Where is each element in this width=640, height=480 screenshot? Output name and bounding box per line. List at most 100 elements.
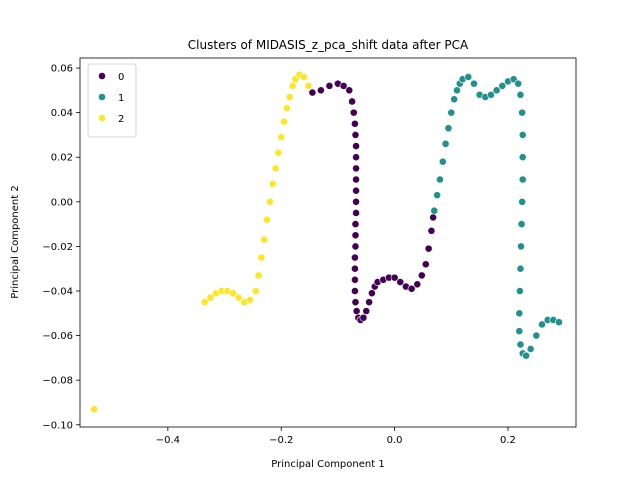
data-point-series-0-45 <box>429 213 438 222</box>
data-point-series-0-36 <box>390 273 399 282</box>
legend: 0 1 2 <box>87 63 137 138</box>
data-point-series-1-32 <box>515 327 524 336</box>
x-axis: −0.4 −0.2 0.0 0.2 <box>156 427 516 446</box>
data-point-series-0-44 <box>427 226 436 235</box>
data-point-series-1-16 <box>492 86 501 95</box>
data-point-series-2-16 <box>268 180 277 188</box>
y-axis-label: Principal Component 2 <box>10 185 21 298</box>
data-point-series-0-24 <box>351 298 360 307</box>
data-point-series-0-37 <box>396 278 405 286</box>
legend-marker-0 <box>98 72 106 80</box>
data-point-series-0-5 <box>345 86 354 95</box>
data-point-series-0-25 <box>352 307 361 315</box>
data-point-series-1-5 <box>444 124 453 133</box>
y-tick-label: −0.02 <box>42 242 73 253</box>
y-tick-label: −0.10 <box>42 420 73 431</box>
data-point-series-0-13 <box>352 175 360 184</box>
data-point-series-1-26 <box>518 197 527 206</box>
data-point-series-0-15 <box>352 197 360 206</box>
data-point-series-0-14 <box>352 186 360 195</box>
data-point-series-0-16 <box>352 209 360 217</box>
data-point-series-2-10 <box>251 287 260 295</box>
legend-marker-1 <box>98 93 106 101</box>
data-point-series-0-43 <box>424 244 433 253</box>
data-point-series-0-39 <box>407 284 416 293</box>
data-point-series-2-12 <box>257 253 266 262</box>
data-point-series-2-18 <box>274 148 283 157</box>
data-point-series-2-14 <box>263 215 271 224</box>
legend-label-2: 2 <box>118 114 124 125</box>
data-point-series-0-0 <box>308 88 317 97</box>
data-point-series-1-0 <box>430 206 439 215</box>
data-point-series-0-40 <box>413 280 422 289</box>
data-point-series-0-7 <box>349 108 358 117</box>
data-point-series-0-29 <box>362 307 371 315</box>
data-point-series-0-22 <box>351 275 359 284</box>
data-point-series-2-27 <box>304 81 313 90</box>
y-tick-label: 0.00 <box>51 197 73 208</box>
data-point-series-0-23 <box>351 287 359 295</box>
data-point-series-1-1 <box>433 191 442 200</box>
data-point-series-1-8 <box>453 86 461 95</box>
data-point-series-2-21 <box>282 104 291 113</box>
data-point-series-1-23 <box>518 131 527 139</box>
data-point-series-0-6 <box>348 97 356 106</box>
x-axis-label: Principal Component 1 <box>271 459 384 470</box>
data-point-series-2-0 <box>90 405 99 414</box>
data-point-series-0-31 <box>368 289 376 298</box>
y-tick-label: 0.06 <box>51 64 73 75</box>
data-point-series-2-2 <box>206 293 215 302</box>
data-point-series-1-36 <box>526 345 535 353</box>
data-point-series-0-20 <box>351 253 359 262</box>
data-point-series-1-22 <box>518 108 527 117</box>
data-point-series-2-7 <box>234 293 243 302</box>
data-point-series-2-20 <box>280 117 288 126</box>
data-point-series-1-41 <box>555 318 563 327</box>
data-point-series-0-18 <box>351 231 360 240</box>
x-tick-label: −0.2 <box>269 435 293 446</box>
data-point-series-2-19 <box>277 133 286 142</box>
data-point-series-1-6 <box>447 108 456 117</box>
data-point-series-0-10 <box>352 142 360 150</box>
legend-label-1: 1 <box>118 93 124 104</box>
data-point-series-0-1 <box>317 86 325 95</box>
data-point-series-2-23 <box>288 81 297 90</box>
data-point-series-0-30 <box>365 298 373 307</box>
y-tick-label: 0.02 <box>51 153 73 164</box>
data-point-series-1-31 <box>515 309 524 318</box>
y-tick-label: −0.04 <box>42 286 73 297</box>
data-point-series-1-29 <box>516 264 525 273</box>
x-tick-label: 0.0 <box>387 435 403 446</box>
data-point-series-0-11 <box>352 153 360 162</box>
data-point-series-0-41 <box>417 271 426 280</box>
data-point-series-1-21 <box>516 90 525 99</box>
y-axis: −0.10 −0.08 −0.06 −0.04 −0.02 0.00 0.02 0.04 0.0… <box>42 64 80 431</box>
data-point-series-1-24 <box>518 153 527 162</box>
data-point-series-1-7 <box>450 95 459 104</box>
y-tick-label: 0.04 <box>51 108 73 119</box>
points-layer <box>90 70 563 414</box>
data-point-series-2-11 <box>254 271 263 280</box>
data-point-series-1-20 <box>514 79 523 88</box>
data-point-series-1-38 <box>538 320 546 329</box>
data-point-series-0-17 <box>351 220 360 229</box>
data-point-series-1-25 <box>518 175 527 184</box>
legend-label-0: 0 <box>118 72 124 83</box>
data-point-series-0-2 <box>325 81 334 90</box>
legend-box <box>87 63 137 138</box>
data-point-series-2-1 <box>200 298 209 307</box>
data-point-series-2-26 <box>300 73 308 81</box>
data-point-series-1-2 <box>436 175 444 184</box>
data-point-series-1-33 <box>516 340 525 349</box>
data-point-series-0-9 <box>351 131 360 139</box>
data-point-series-2-15 <box>265 197 274 206</box>
y-tick-label: −0.06 <box>42 331 73 342</box>
data-point-series-0-28 <box>359 313 368 322</box>
x-tick-label: −0.4 <box>156 435 180 446</box>
y-tick-label: −0.08 <box>42 376 73 387</box>
data-point-series-2-17 <box>271 164 280 173</box>
data-point-series-1-3 <box>438 157 447 166</box>
data-point-series-0-8 <box>351 119 359 128</box>
data-point-series-1-12 <box>470 79 478 88</box>
